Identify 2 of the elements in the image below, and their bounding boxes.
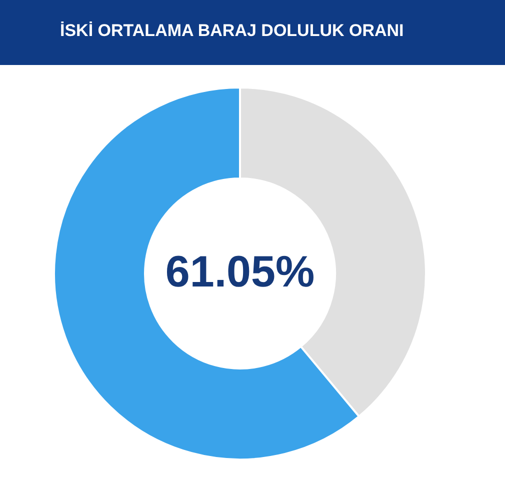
chart-title: İSKİ ORTALAMA BARAJ DOLULUK ORANI	[0, 0, 505, 65]
text: 61.05%	[165, 248, 315, 296]
